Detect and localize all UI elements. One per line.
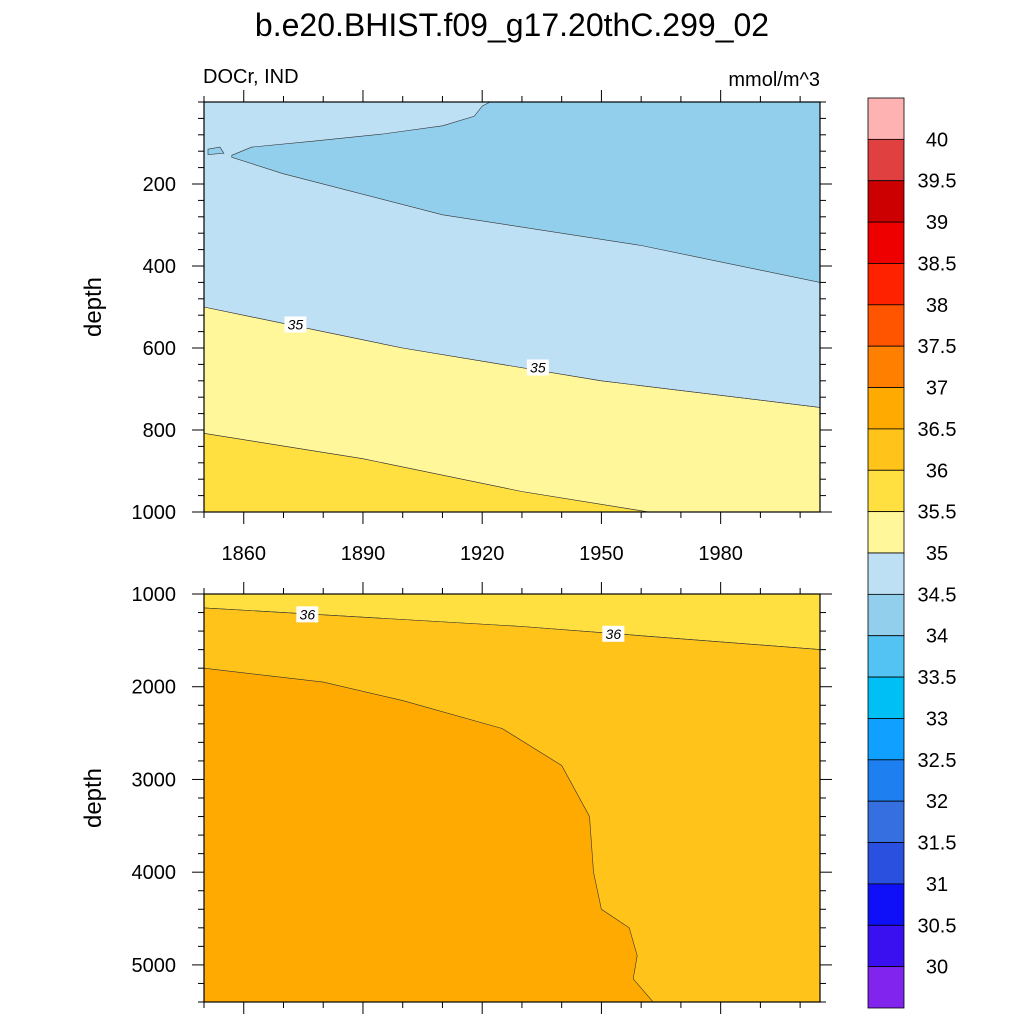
- colorbar-label-30: 30: [926, 957, 948, 979]
- upper-region-4: [207, 146, 225, 155]
- colorbar-swatch-17: [867, 800, 905, 843]
- colorbar-swatch-14: [867, 676, 905, 719]
- colorbar-label-33: 33: [926, 708, 948, 730]
- upper-contour-label-bg-0: [284, 316, 307, 333]
- variable-label: DOCr, IND: [203, 66, 299, 88]
- colorbar: 40 39.5 39 38.5 38 37.5 37 36.5 36 35.5 35 34.5 34 33…: [867, 97, 957, 1009]
- lower-y-tick-label-4000: 4000: [132, 862, 177, 884]
- colorbar-label-33.5: 33.5: [918, 667, 957, 689]
- colorbar-label-36: 36: [926, 460, 948, 482]
- colorbar-swatch-8: [867, 428, 905, 471]
- colorbar-swatch-2: [867, 180, 905, 223]
- upper-y-tick-label-1000: 1000: [132, 502, 177, 524]
- lower-y-tick-label-1000: 1000: [132, 584, 177, 606]
- lower-contour-label-bg-0: [296, 606, 319, 623]
- colorbar-label-34.5: 34.5: [918, 584, 957, 606]
- colorbar-swatch-19: [867, 883, 905, 926]
- colorbar-label-35.5: 35.5: [918, 502, 957, 524]
- colorbar-label-39: 39: [926, 212, 948, 234]
- colorbar-swatch-4: [867, 263, 905, 306]
- chart-title: b.e20.BHIST.f09_g17.20thC.299_02: [255, 7, 769, 43]
- x-tick-label-1920: 1920: [460, 543, 505, 565]
- upper-panel: 35 35 1860 1890 1920 1950 1980 200 400 600 800 1000…: [80, 90, 832, 565]
- colorbar-label-38: 38: [926, 295, 948, 317]
- colorbar-swatch-21: [867, 966, 905, 1009]
- colorbar-swatch-0: [867, 97, 905, 140]
- x-tick-label-1950: 1950: [579, 543, 624, 565]
- colorbar-swatch-18: [867, 842, 905, 885]
- x-tick-label-1980: 1980: [698, 543, 743, 565]
- upper-y-tick-label-400: 400: [143, 256, 176, 278]
- colorbar-swatch-6: [867, 345, 905, 388]
- upper-contour-fill: [204, 102, 820, 512]
- colorbar-label-36.5: 36.5: [918, 419, 957, 441]
- colorbar-swatch-13: [867, 635, 905, 678]
- lower-region-2: [204, 667, 654, 1002]
- colorbar-swatch-11: [867, 552, 905, 595]
- lower-contour-fill: [204, 594, 820, 1002]
- colorbar-swatch-12: [867, 593, 905, 637]
- colorbar-label-31: 31: [926, 874, 948, 896]
- colorbar-label-39.5: 39.5: [918, 171, 957, 193]
- lower-contour-label-1: 36: [606, 626, 622, 642]
- colorbar-swatch-10: [867, 511, 905, 554]
- upper-contour-label-1: 35: [530, 360, 546, 376]
- upper-y-tick-label-800: 800: [143, 420, 176, 442]
- lower-y-tick-label-3000: 3000: [132, 769, 177, 791]
- colorbar-label-30.5: 30.5: [918, 915, 957, 937]
- colorbar-label-40: 40: [926, 129, 948, 151]
- x-tick-label-1890: 1890: [341, 543, 386, 565]
- colorbar-swatch-15: [867, 718, 905, 761]
- lower-y-axis-label: depth: [80, 768, 107, 828]
- colorbar-swatch-9: [867, 469, 905, 513]
- colorbar-swatch-20: [867, 924, 905, 968]
- colorbar-swatch-16: [867, 759, 905, 802]
- lower-y-tick-label-5000: 5000: [132, 955, 177, 977]
- colorbar-label-35: 35: [926, 543, 948, 565]
- colorbar-label-37.5: 37.5: [918, 336, 957, 358]
- upper-contour-label-bg-1: [526, 359, 549, 376]
- upper-y-tick-label-200: 200: [143, 174, 176, 196]
- colorbar-label-31.5: 31.5: [918, 833, 957, 855]
- colorbar-label-32: 32: [926, 791, 948, 813]
- colorbar-label-32.5: 32.5: [918, 750, 957, 772]
- colorbar-swatch-1: [867, 138, 905, 182]
- lower-contour-label-0: 36: [300, 606, 316, 622]
- lower-y-tick-label-2000: 2000: [132, 677, 177, 699]
- colorbar-label-38.5: 38.5: [918, 253, 957, 275]
- colorbar-swatch-3: [867, 221, 905, 264]
- upper-y-axis-label: depth: [80, 277, 107, 337]
- x-tick-label-1860: 1860: [221, 543, 266, 565]
- units-label: mmol/m^3: [728, 69, 820, 91]
- lower-panel: 36 36 1000 2000 3000 4000 5000 depth: [80, 582, 832, 1014]
- colorbar-swatch-7: [867, 387, 905, 430]
- upper-region-3: [231, 102, 820, 283]
- colorbar-label-37: 37: [926, 378, 948, 400]
- upper-y-tick-label-600: 600: [143, 338, 176, 360]
- colorbar-label-34: 34: [926, 626, 948, 648]
- upper-contour-label-0: 35: [288, 316, 304, 332]
- colorbar-swatch-5: [867, 304, 905, 347]
- upper-frame: [203, 101, 821, 513]
- lower-contour-label-bg-1: [602, 625, 625, 642]
